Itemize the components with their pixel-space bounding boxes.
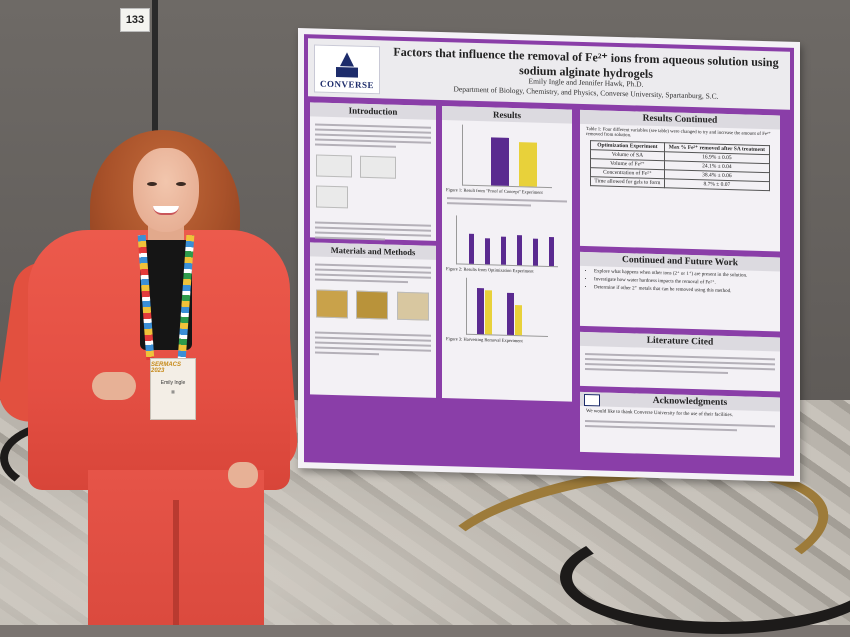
presenter-eye [176, 182, 186, 186]
chart-bar [507, 292, 514, 336]
chart-bar [533, 238, 538, 266]
building-icon [336, 67, 358, 78]
methods-photos [310, 287, 436, 328]
results-heading: Results [442, 106, 572, 124]
literature-cited-panel: Literature Cited [580, 331, 780, 392]
presenter-eye [147, 182, 157, 186]
chart-bar [469, 233, 474, 264]
badge-event-logo: SERMACS 2023 [151, 362, 182, 374]
converse-mini-logo-icon [584, 393, 600, 407]
badge-name: Emily Ingle [160, 380, 186, 386]
tower-icon [340, 52, 354, 67]
chart-bar [549, 237, 554, 267]
chart-bar [477, 287, 484, 335]
table-cell: 8.7% ± 0.07 [664, 178, 770, 191]
hydrogel-photo [396, 291, 429, 321]
presenter-face [133, 148, 199, 232]
introduction-figures [310, 152, 436, 218]
booth-number-sign: 133 [120, 8, 150, 32]
results-panel: Results Figure 1: Result from "Proof of … [442, 106, 572, 402]
acknowledgments-title: Acknowledgments [652, 395, 728, 408]
structure-diagram [316, 154, 352, 178]
chart-bar [501, 236, 506, 265]
introduction-panel: Introduction [310, 102, 436, 241]
converse-logo: CONVERSE [314, 44, 380, 95]
figure-3-caption: Figure 3: Harvesting Removal Experiment [446, 336, 523, 344]
presenter-hand [92, 372, 136, 400]
figure-1-chart [462, 124, 552, 189]
figure-3-chart [466, 277, 548, 337]
chart-bar [519, 142, 537, 187]
pants-leg-gap [173, 500, 179, 625]
chart-bar [515, 305, 522, 336]
chart-bar [485, 238, 490, 265]
presenter-smile [153, 206, 179, 215]
figure-2-chart [456, 215, 558, 268]
hydrogel-photo [356, 290, 389, 320]
figure-1-caption: Figure 1: Result from "Proof of Concept"… [446, 187, 543, 195]
badge-qr-icon: ▦ [171, 389, 175, 394]
literature-text [580, 346, 780, 383]
acknowledgments-lines [580, 420, 780, 440]
research-poster: CONVERSE Factors that influence the remo… [298, 28, 800, 483]
introduction-text [310, 116, 436, 156]
acknowledgments-panel: Acknowledgments We would like to thank C… [580, 391, 780, 458]
name-badge: SERMACS 2023 Emily Ingle ▦ [150, 358, 196, 420]
figure-1-text [442, 197, 572, 215]
structure-diagram [360, 155, 397, 179]
hydrogel-photo [316, 289, 348, 319]
chart-bar [517, 235, 522, 266]
methods-text [310, 256, 436, 291]
table-cell: Time allowed for gels to form [590, 176, 665, 188]
presenter-hand [228, 462, 258, 488]
materials-methods-panel: Materials and Methods [310, 242, 436, 398]
future-work-panel: Continued and Future Work Explore what h… [580, 251, 780, 332]
logo-text: CONVERSE [319, 78, 374, 91]
chart-bar [485, 290, 492, 335]
chart-bar [491, 137, 509, 186]
results-table-wrap: Optimization Experiment Max % Fe²⁺ remov… [580, 140, 780, 192]
future-work-list: Explore what happens when other ions (2⁺… [580, 268, 780, 298]
methods-text [310, 324, 436, 364]
structure-diagram [316, 185, 348, 209]
results-table: Optimization Experiment Max % Fe²⁺ remov… [590, 140, 770, 191]
results-continued-panel: Results Continued Table 1: Four differen… [580, 109, 780, 252]
